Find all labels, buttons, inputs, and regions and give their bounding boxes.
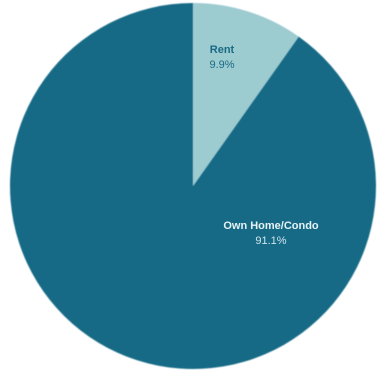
slice-value-own-home-condo: 91.1% bbox=[255, 235, 286, 247]
slice-value-rent: 9.9% bbox=[209, 59, 234, 71]
slice-label-rent: Rent bbox=[210, 44, 235, 56]
pie-labels: Rent 9.9% Own Home/Condo 91.1% bbox=[209, 44, 318, 247]
pie-slice-rent bbox=[193, 3, 299, 186]
pie-slices bbox=[9, 3, 376, 369]
pie-slice-own-home-condo bbox=[9, 3, 376, 369]
slice-label-own-home-condo: Own Home/Condo bbox=[223, 220, 319, 232]
